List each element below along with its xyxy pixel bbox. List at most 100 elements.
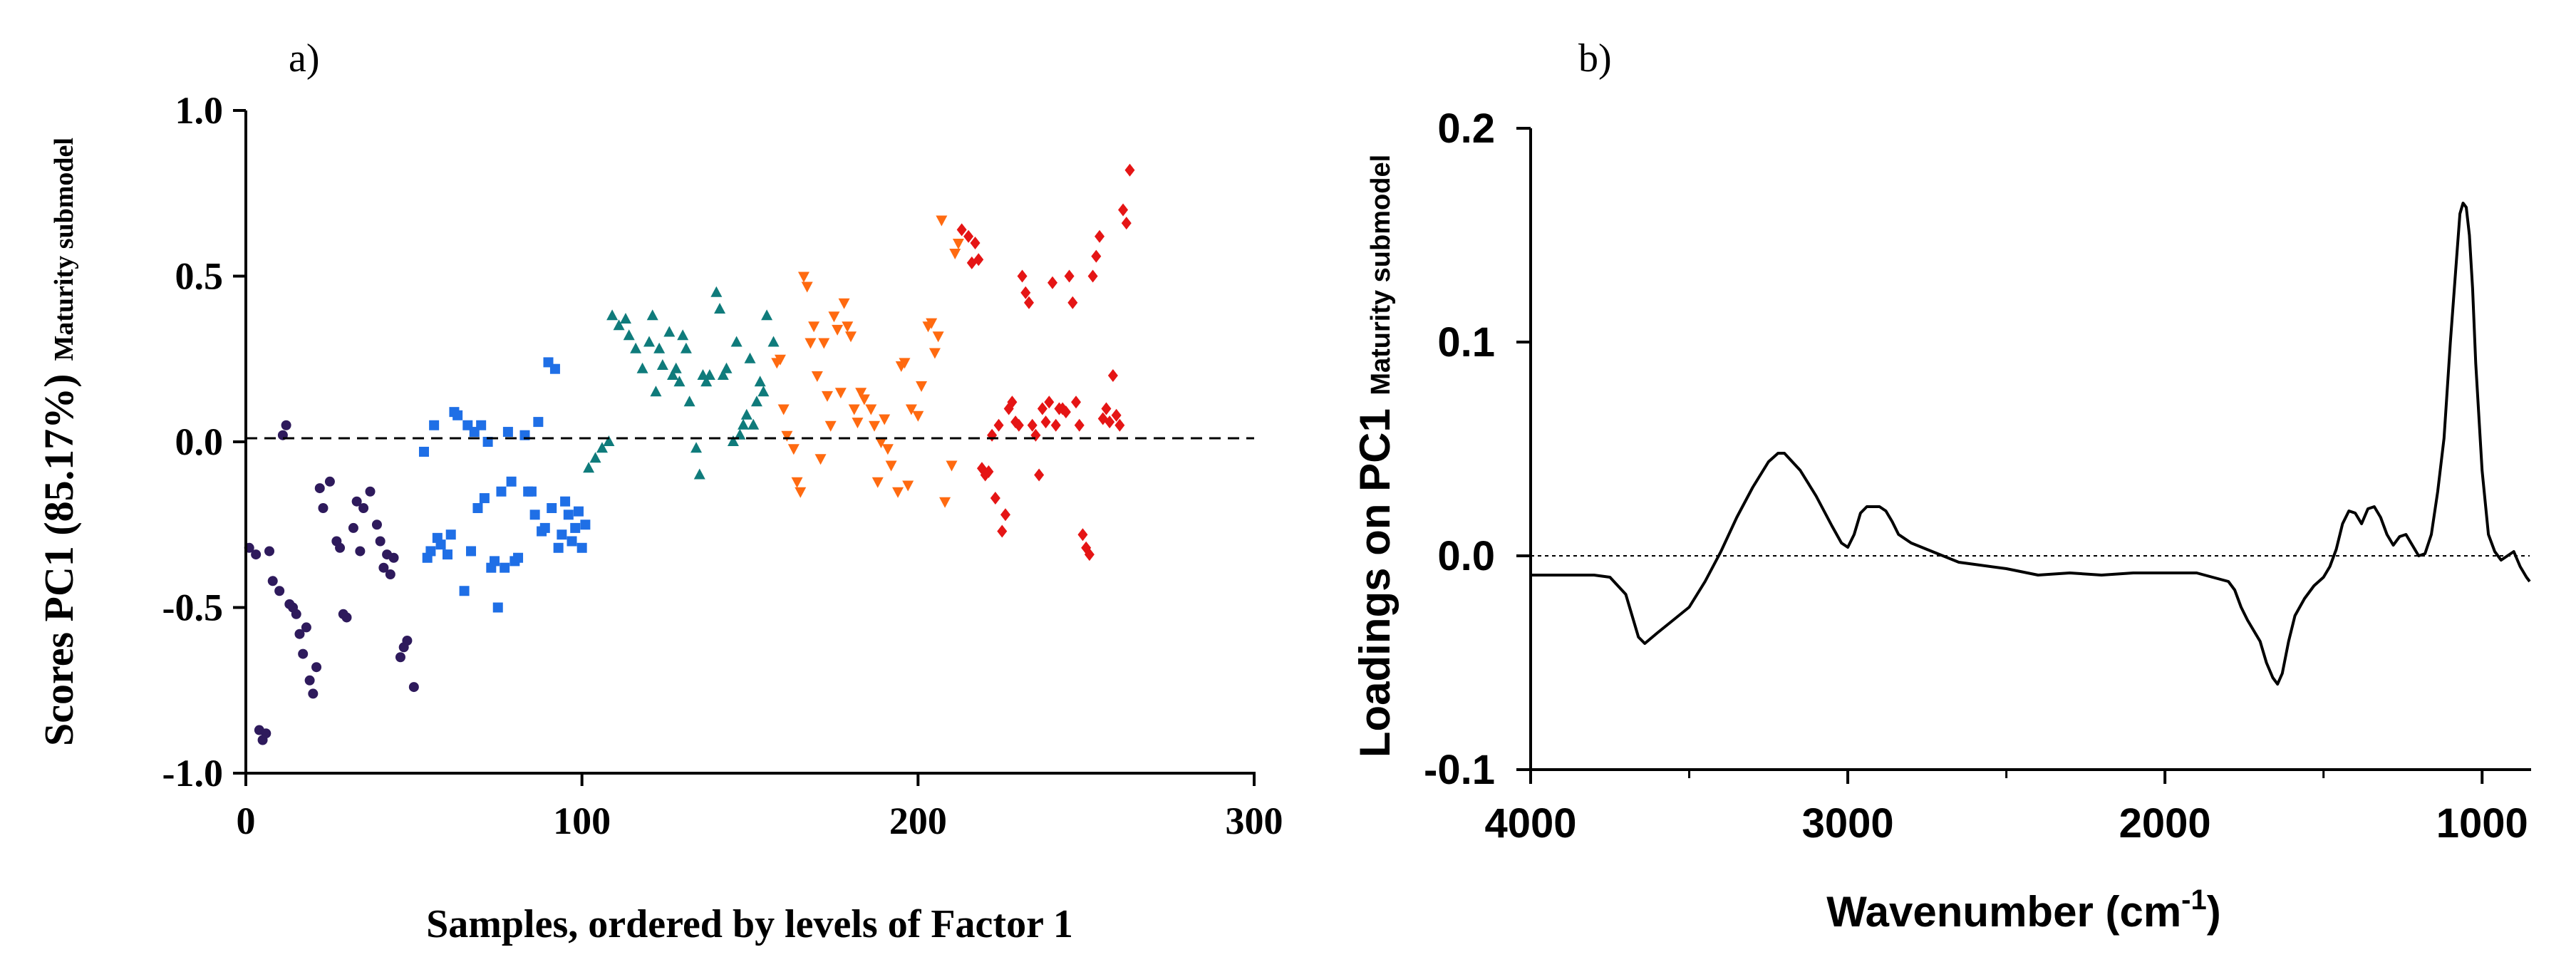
panel-a-point-series-3 — [663, 326, 676, 337]
panel-a-point-series-3 — [613, 319, 625, 331]
panel-b-x-label: Wavenumber (cm-1) — [1826, 884, 2220, 936]
panel-a-point-series-1 — [355, 546, 366, 557]
panel-a-point-series-2 — [576, 542, 587, 553]
panel-b-y-tick-label: -0.1 — [1424, 747, 1495, 793]
panel-a-point-series-2 — [418, 446, 429, 457]
panel-a-point-series-5 — [1020, 286, 1031, 299]
panel-a-point-series-5 — [1071, 395, 1082, 409]
panel-a-point-series-2 — [557, 529, 567, 540]
panel-a-point-series-2 — [492, 602, 503, 613]
panel-a-point-series-5 — [1114, 418, 1125, 432]
panel-a-point-series-5 — [987, 428, 998, 442]
panel-a-point-series-4 — [834, 388, 847, 399]
panel-a-point-series-2 — [452, 410, 463, 420]
panel-b-y-tick-label: 0.0 — [1437, 533, 1495, 579]
panel-a-point-series-3 — [606, 309, 619, 321]
panel-a-point-series-3 — [683, 395, 695, 407]
panel-a-point-series-1 — [291, 609, 301, 619]
panel-a-point-series-3 — [714, 303, 726, 314]
panel-a-point-series-3 — [596, 442, 608, 453]
panel-a-point-series-5 — [1067, 296, 1078, 309]
panel-b-x-tick-label: 2000 — [2119, 800, 2211, 847]
panel-a-point-series-2 — [472, 503, 483, 513]
panel-a-point-series-4 — [926, 318, 938, 329]
panel-a-point-series-1 — [378, 562, 389, 573]
panel-a-point-series-1 — [267, 576, 278, 586]
panel-a-point-series-5 — [956, 223, 967, 237]
panel-b-y-ticks: -0.1 0.0 0.1 0.2 — [1424, 105, 1531, 793]
panel-a-point-series-1 — [301, 622, 311, 633]
panel-a-point-series-5 — [1017, 269, 1028, 283]
panel-a-point-series-5 — [1111, 408, 1122, 422]
panel-a-point-series-1 — [318, 503, 329, 513]
panel-b-x-tick-label: 1000 — [2436, 800, 2528, 847]
panel-a-point-series-2 — [445, 529, 456, 540]
panel-a-point-series-3 — [744, 352, 756, 363]
panel-a-point-series-5 — [1050, 418, 1061, 432]
panel-a-point-series-4 — [808, 321, 820, 333]
panel-a-point-series-5 — [993, 418, 1004, 432]
panel-a-point-series-1 — [294, 629, 305, 639]
panel-a-point-series-3 — [643, 336, 655, 347]
panel-a-point-series-5 — [1034, 468, 1045, 482]
panel-a-point-series-3 — [767, 336, 780, 347]
panel-a-point-series-4 — [879, 414, 891, 425]
panel-a-point-series-2 — [573, 506, 584, 517]
panel-a-point-series-4 — [929, 348, 941, 359]
panel-a-point-series-4 — [871, 477, 884, 488]
panel-a-point-series-3 — [603, 435, 615, 446]
panel-a-point-series-2 — [490, 556, 500, 567]
panel-a-point-series-1 — [281, 420, 291, 430]
panel-a-points — [244, 163, 1135, 745]
panel-a-point-series-2 — [435, 539, 446, 550]
panel-a-point-series-5 — [997, 524, 1008, 538]
panel-a-point-series-3 — [761, 309, 773, 321]
panel-a-point-series-2 — [500, 562, 510, 573]
panel-a-point-series-2 — [533, 417, 544, 428]
panel-a-point-series-5 — [1074, 418, 1085, 432]
panel-a-point-series-3 — [690, 442, 703, 453]
panel-b-x-tick-label: 3000 — [1802, 800, 1894, 847]
panel-a-x-tick-label: 100 — [553, 800, 611, 842]
panel-a-point-series-5 — [1084, 548, 1095, 562]
panel-a-label: a) — [289, 36, 320, 81]
panel-b-x-label-end: ) — [2207, 888, 2221, 936]
panel-a-y-tick-label: 0.5 — [175, 255, 224, 298]
panel-a-point-series-4 — [869, 420, 881, 432]
panel-a-point-series-2 — [513, 552, 524, 563]
panel-a-point-series-4 — [902, 480, 914, 492]
panel-a-point-series-4 — [818, 338, 830, 349]
panel-a-point-series-3 — [636, 362, 648, 373]
panel-b-y-label: Loadings on PC1 Maturity submodel — [1351, 155, 1399, 758]
panel-a-point-series-4 — [828, 311, 840, 323]
panel-a-point-series-4 — [845, 331, 857, 343]
panel-a-point-series-3 — [656, 359, 668, 371]
panel-a-point-series-3 — [677, 329, 689, 341]
panel-a-point-series-4 — [797, 272, 809, 283]
panel-a-point-series-2 — [476, 420, 487, 430]
panel-a-point-series-5 — [1040, 415, 1051, 429]
panel-a-point-series-5 — [990, 492, 1000, 505]
panel-a-point-series-4 — [936, 215, 948, 227]
panel-a-point-series-5 — [1091, 249, 1102, 263]
panel-a-point-series-4 — [838, 298, 850, 309]
panel-a-point-series-1 — [395, 652, 405, 663]
panel-a-point-series-2 — [466, 546, 477, 557]
panel-a-point-series-1 — [308, 688, 319, 699]
panel-a-point-series-2 — [529, 510, 540, 520]
panel-a-point-series-4 — [875, 438, 887, 448]
panel-a: a) -1.0 -0.5 0.0 0.5 1.0 0 100 200 300 Samples,… — [36, 36, 1283, 946]
panel-a-point-series-3 — [693, 468, 705, 480]
panel-a-point-series-1 — [324, 476, 335, 487]
panel-a-point-series-1 — [335, 542, 346, 553]
panel-a-y-tick-label: 1.0 — [175, 89, 224, 132]
panel-a-point-series-2 — [443, 549, 452, 560]
panel-b-x-ticks: 4000 3000 2000 1000 — [1484, 770, 2528, 847]
panel-a-point-series-4 — [952, 239, 964, 249]
panel-a-y-tick-label: -1.0 — [162, 752, 223, 795]
panel-a-point-series-5 — [983, 465, 994, 478]
panel-a-point-series-5 — [963, 229, 974, 243]
panel-a-point-series-1 — [264, 546, 275, 557]
panel-b-x-label-main: Wavenumber (cm — [1826, 888, 2181, 936]
panel-a-point-series-1 — [375, 536, 386, 547]
